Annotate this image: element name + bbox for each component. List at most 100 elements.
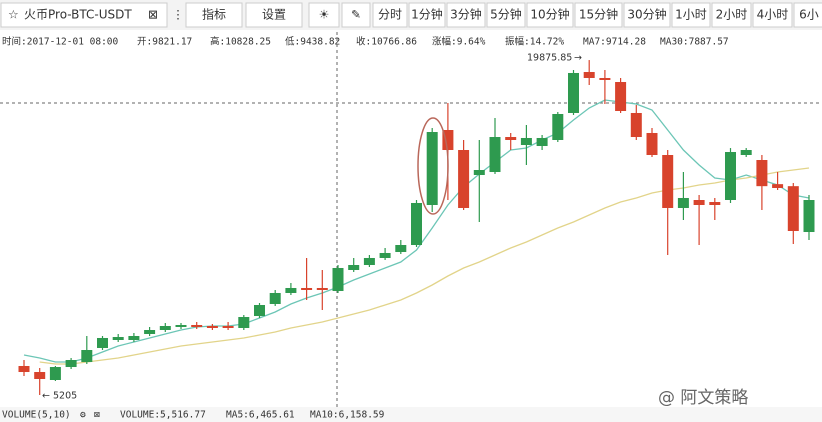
- candle-body: [677, 197, 689, 208]
- interval-button[interactable]: [526, 2, 574, 28]
- candle-body: [646, 132, 658, 155]
- info-item: 时间:2017-12-01 08:00: [2, 36, 119, 48]
- interval-label: 1分钟: [411, 7, 443, 22]
- candle-body: [426, 132, 438, 205]
- volume-ma10: MA10:6,158.59: [310, 410, 385, 421]
- candle-body: [49, 367, 61, 380]
- candle-body: [536, 137, 548, 147]
- candle-body: [191, 325, 203, 327]
- candle-body: [269, 292, 281, 304]
- interval-label: 3分钟: [450, 7, 482, 22]
- indicator-label: 指标: [202, 7, 226, 22]
- candle-body: [568, 72, 579, 113]
- candle-body: [772, 184, 784, 188]
- interval-button[interactable]: [574, 2, 623, 28]
- info-item: 高:10828.25: [210, 36, 271, 48]
- candle-body: [489, 137, 501, 173]
- candle-body: [756, 160, 768, 187]
- interval-label: 30分钟: [627, 7, 666, 22]
- menu-icon[interactable]: ⋮: [172, 8, 184, 22]
- candle-body: [473, 170, 485, 175]
- volume-settings-icon[interactable]: ⚙: [79, 410, 86, 421]
- interval-label: 6小: [799, 8, 819, 22]
- plot: [18, 60, 815, 395]
- candle-body: [301, 287, 313, 290]
- info-item: 收:10766.86: [356, 36, 417, 48]
- candle-body: [787, 186, 799, 232]
- interval-button[interactable]: [372, 2, 408, 28]
- candle-body: [285, 287, 297, 293]
- candle-body: [65, 360, 77, 368]
- candle-body: [175, 325, 187, 327]
- star-icon[interactable]: ☆: [8, 8, 19, 22]
- candle-body: [363, 257, 375, 265]
- candle-body: [583, 72, 595, 78]
- volume-value: VOLUME:5,516.77: [120, 410, 206, 421]
- candle-body: [97, 337, 108, 348]
- candle-body: [222, 326, 234, 328]
- candle-body: [740, 150, 752, 155]
- settings-button[interactable]: [245, 2, 303, 28]
- candle-body: [159, 326, 171, 330]
- high-label: 19875.85: [527, 53, 572, 64]
- info-row: 时间:2017-12-01 08:00 开:9821.17 高:10828.25 低:…: [2, 36, 729, 48]
- watermark: @ 阿文策略: [658, 388, 748, 408]
- candle-body: [442, 130, 454, 150]
- volume-bar: [0, 407, 822, 422]
- interval-label: 4小时: [757, 8, 789, 22]
- candle-body: [144, 330, 156, 334]
- info-item: 低:9438.82: [285, 36, 340, 48]
- info-item: MA30:7887.57: [660, 37, 729, 48]
- candle-body: [599, 77, 611, 80]
- interval-label: 5分钟: [490, 7, 522, 22]
- candle-body: [520, 137, 532, 145]
- interval-bar: 分时 1分钟 3分钟 5分钟 10分钟 15分钟 30分钟 1小时 2小时 4小时 6小: [372, 2, 822, 28]
- info-item: 开:9821.17: [137, 37, 192, 48]
- candle-body: [505, 137, 517, 140]
- candle-body: [112, 337, 124, 340]
- candle-body: [709, 202, 721, 205]
- candle-body: [630, 112, 642, 138]
- indicator-button[interactable]: [185, 2, 243, 28]
- high-arrow: →: [574, 53, 582, 64]
- volume-close-icon[interactable]: ⊠: [94, 410, 100, 421]
- ma-line: [23, 99, 810, 363]
- volume-title: VOLUME(5,10): [2, 410, 71, 421]
- interval-button[interactable]: [408, 2, 446, 28]
- ma-line: [39, 167, 810, 365]
- popout-icon[interactable]: ⊠: [148, 8, 158, 22]
- candle-body: [693, 200, 705, 205]
- interval-button[interactable]: [793, 2, 822, 28]
- candle-body: [458, 150, 470, 208]
- sun-icon: ☀: [319, 8, 330, 22]
- candle-body: [81, 350, 93, 363]
- interval-button[interactable]: [711, 2, 752, 28]
- pen-icon: ✎: [351, 8, 361, 22]
- candle-body: [332, 267, 344, 292]
- interval-button[interactable]: [486, 2, 526, 28]
- candle-body: [316, 287, 328, 290]
- settings-label: 设置: [262, 8, 286, 22]
- symbol-box[interactable]: [0, 2, 168, 28]
- candle-body: [206, 326, 218, 328]
- candle-body: [552, 113, 564, 140]
- candle-body: [348, 265, 360, 270]
- candle-body: [254, 305, 265, 317]
- info-item: MA7:9714.28: [583, 37, 646, 48]
- interval-button[interactable]: [623, 2, 671, 28]
- theme-button[interactable]: [308, 2, 340, 28]
- interval-button[interactable]: [446, 2, 486, 28]
- highlight-ellipse: [417, 117, 449, 215]
- interval-button[interactable]: [671, 2, 711, 28]
- candle-body: [238, 317, 250, 328]
- symbol: 火币Pro-BTC-USDT: [24, 8, 132, 22]
- info-item: 涨幅:9.64%: [432, 36, 486, 48]
- candle-body: [662, 155, 674, 208]
- interval-label: 1小时: [675, 8, 707, 22]
- draw-button[interactable]: [341, 2, 371, 28]
- candle-body: [803, 200, 815, 233]
- interval-label: 2小时: [716, 8, 748, 22]
- interval-button[interactable]: [752, 2, 793, 28]
- candle-body: [379, 252, 391, 258]
